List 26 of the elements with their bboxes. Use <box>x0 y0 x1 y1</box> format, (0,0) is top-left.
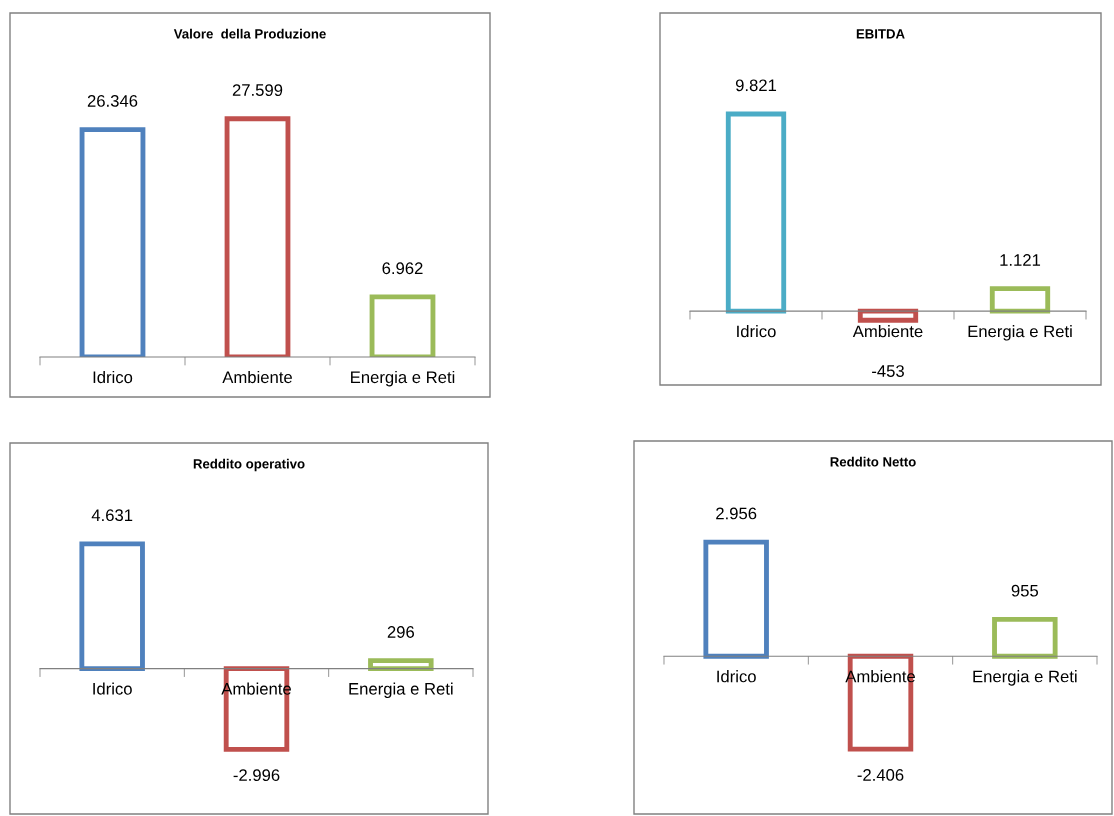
x-tick-label: Energia e Reti <box>349 682 453 699</box>
data-label: 2.956 <box>716 507 757 520</box>
data-label: -453 <box>872 365 904 377</box>
x-tick-label: Idrico <box>93 682 132 695</box>
chart-title: Valore della Produzione <box>173 28 326 39</box>
data-label: 1.121 <box>1000 254 1041 266</box>
data-label: 4.631 <box>91 509 133 522</box>
x-tick-label: Ambiente <box>852 325 923 338</box>
data-label: 6.962 <box>382 262 423 275</box>
x-tick-label: Energia e Reti <box>968 325 1072 341</box>
chart-title: EBITDA <box>856 29 905 39</box>
data-label: 26.346 <box>87 95 138 107</box>
data-label: 27.599 <box>232 84 283 96</box>
chart-title: Reddito Netto <box>830 456 916 467</box>
data-label: 296 <box>387 626 415 638</box>
x-tick-label: Energia e Reti <box>973 670 1077 686</box>
x-tick-label: Energia e Reti <box>351 370 455 387</box>
data-label: 955 <box>1011 584 1039 597</box>
x-tick-label: Idrico <box>717 670 756 683</box>
data-label: -2.406 <box>857 769 904 781</box>
x-tick-label: Idrico <box>737 325 776 338</box>
data-label: -2.996 <box>233 769 280 782</box>
x-tick-label: Ambiente <box>222 370 292 384</box>
data-label: 9.821 <box>735 79 777 92</box>
chart-title: Reddito operativo <box>193 458 305 472</box>
x-tick-label: Idrico <box>93 370 133 384</box>
